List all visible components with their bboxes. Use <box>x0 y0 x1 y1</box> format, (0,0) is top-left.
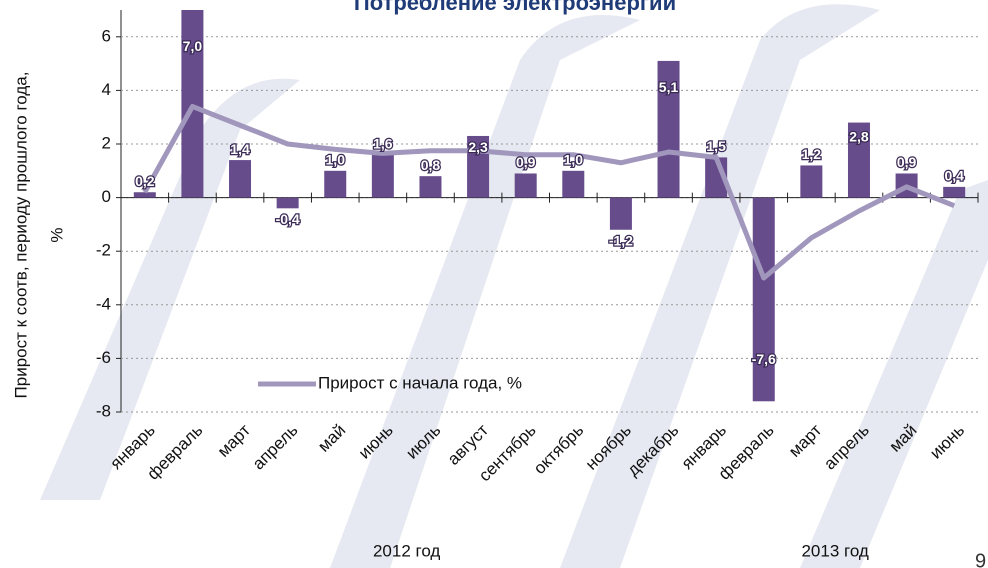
background-decor <box>40 4 988 568</box>
bar <box>609 197 632 230</box>
x-tick-label: март <box>785 420 825 460</box>
value-label: 7,0 <box>183 38 203 54</box>
legend-label: Прирост с начала года, % <box>318 373 522 392</box>
y-tick-label: -8 <box>96 401 111 420</box>
value-label: 0,9 <box>516 154 536 170</box>
y-tick-label: -4 <box>96 294 111 313</box>
value-label: 2,3 <box>468 139 488 155</box>
x-tick-label: апрель <box>249 420 302 473</box>
value-label: 1,4 <box>230 141 250 157</box>
value-label: 1,0 <box>326 152 346 168</box>
bar <box>419 176 442 198</box>
x-tick-label: июнь <box>926 420 968 462</box>
value-label: 1,5 <box>706 138 726 154</box>
value-label: 1,6 <box>373 135 393 151</box>
bar <box>847 122 870 198</box>
value-label: 5,1 <box>659 79 679 95</box>
bar <box>181 10 204 198</box>
y-tick-label: 4 <box>102 80 111 99</box>
chart-title: Потребление электроэнергии <box>354 0 676 15</box>
bar <box>943 186 966 198</box>
x-tick-label: май <box>314 421 349 456</box>
value-label: 1,0 <box>564 152 584 168</box>
y-axis-label: Прирост к соотв, периоду прошлого года, <box>11 72 30 399</box>
y-tick-label: 2 <box>102 133 111 152</box>
y-tick-label: -2 <box>96 241 111 260</box>
value-label: 0,2 <box>135 173 155 189</box>
bar <box>229 160 252 198</box>
y-axis-label: % <box>47 227 66 242</box>
y-tick-label: 6 <box>102 26 111 45</box>
group-label: 2012 год <box>373 541 440 560</box>
bar <box>276 197 299 209</box>
bar <box>371 154 394 198</box>
value-label: 0,4 <box>944 168 964 184</box>
value-label: -7,6 <box>752 351 776 367</box>
y-tick-label: -6 <box>96 348 111 367</box>
bar <box>133 192 156 198</box>
y-tick-label: 0 <box>102 187 111 206</box>
bar <box>800 165 823 198</box>
bar <box>657 60 680 198</box>
x-tick-label: октябрь <box>530 420 587 477</box>
group-label: 2013 год <box>801 541 868 560</box>
value-label: 2,8 <box>849 128 869 144</box>
bar <box>324 170 347 198</box>
value-label: -1,2 <box>609 232 633 248</box>
value-label: -0,4 <box>276 211 300 227</box>
bar <box>514 173 537 198</box>
value-label: 0,9 <box>897 154 917 170</box>
bar <box>752 197 775 402</box>
value-label: 1,2 <box>802 146 822 162</box>
x-tick-label: март <box>214 420 254 460</box>
bar <box>562 170 585 198</box>
line <box>142 103 956 281</box>
value-label: 0,8 <box>421 157 441 173</box>
page-number: 9 <box>975 550 986 568</box>
